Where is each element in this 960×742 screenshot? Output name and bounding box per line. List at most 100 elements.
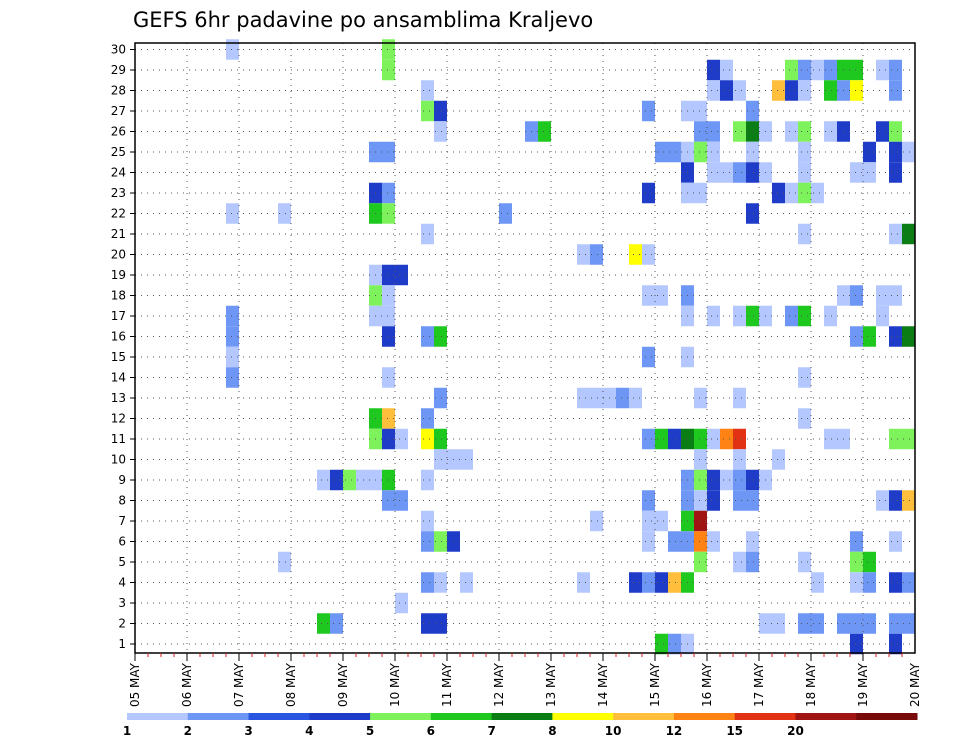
heatmap-cell [226,326,239,347]
heatmap-cell [876,285,889,306]
heatmap-cell [733,80,746,101]
legend-label: 5 [366,724,374,738]
heatmap-cell [694,387,707,409]
legend-label: 15 [726,724,743,738]
x-tick-label: 17 MAY [752,662,766,707]
heatmap-cell [694,121,707,142]
heatmap-cell [733,121,746,142]
heatmap-cell [733,449,746,470]
heatmap-cell [811,59,824,81]
x-tick-label: 09 MAY [336,662,350,707]
heatmap-cell [382,408,395,429]
heatmap-cell [382,326,395,347]
legend-color-swatch [673,713,736,720]
heatmap-cell [434,428,447,450]
heatmap-cell [902,141,915,163]
y-tick-label: 16 [111,330,126,344]
heatmap-cell [434,613,447,634]
legend-color-swatch [613,713,675,720]
x-tick-label: 06 MAY [180,662,194,707]
heatmap-cell [421,100,434,122]
legend-color-swatch [734,713,796,720]
heatmap-cell [889,121,902,142]
heatmap-cell [668,633,681,655]
y-tick-label: 5 [118,555,126,569]
heatmap-cell [707,490,720,511]
heatmap-cell [434,326,447,347]
heatmap-cell [707,59,720,81]
heatmap-cell [629,244,642,265]
heatmap-cell [421,469,434,491]
heatmap-cell [798,305,811,327]
heatmap-cell [382,182,395,204]
heatmap-cell [642,572,655,593]
heatmap-cell [707,141,720,163]
x-axis-ticks: 05 MAY 06 MAY 07 MAY 08 MAY 09 MAY 10 MAY 11 M… [128,653,922,707]
heatmap-cell [798,182,811,204]
x-tick-label: 20 MAY [908,662,922,707]
x-tick-label: 18 MAY [804,662,818,707]
heatmap-cell [850,162,863,183]
grid-lines [135,43,915,653]
heatmap-cell [798,141,811,163]
heatmap-cell [421,531,434,552]
y-tick-label: 17 [111,309,126,323]
heatmap-cell [785,59,798,81]
y-tick-label: 24 [111,166,126,180]
legend-color-swatch [127,713,189,720]
heatmap-cell [330,469,343,491]
legend-color-swatch [248,713,310,720]
heatmap-cell [863,613,876,634]
heatmap-cell [902,428,915,450]
heatmap-cell [330,613,343,634]
heatmap-cell [434,572,447,593]
heatmap-cell [746,100,759,122]
heatmap-cell [642,285,655,306]
heatmap-cell [863,141,876,163]
heatmap-cell [655,633,668,655]
y-tick-label: 1 [118,637,126,651]
heatmap-cell [616,387,629,409]
legend-color-swatch [370,713,432,720]
x-tick-label: 11 MAY [440,662,454,707]
y-tick-label: 28 [111,84,126,98]
heatmap-cell [434,387,447,409]
heatmap-cell [889,80,902,101]
heatmap-cell [850,80,863,101]
heatmap-cell [707,305,720,327]
heatmap-cell [824,305,837,327]
heatmap-cell [395,490,408,511]
y-tick-label: 29 [111,63,126,77]
heatmap-cell [421,80,434,101]
heatmap-cell [798,408,811,429]
heatmap-cell [317,469,330,491]
x-tick-label: 05 MAY [128,662,142,707]
legend-label: 3 [244,724,252,738]
heatmap-cell [382,428,395,450]
heatmap-cell [850,326,863,347]
y-tick-label: 10 [111,453,126,467]
heatmap-cell [824,121,837,142]
heatmap-cell [382,469,395,491]
heatmap-cell [746,531,759,552]
heatmap-cell [642,346,655,368]
x-tick-label: 07 MAY [232,662,246,707]
heatmap-cell [642,428,655,450]
heatmap-cell [382,367,395,388]
heatmap-cell [902,223,915,245]
x-tick-label: 12 MAY [492,662,506,707]
heatmap-cell [395,592,408,614]
heatmap-cell [707,428,720,450]
heatmap-cell [889,633,902,655]
legend-label: 4 [305,724,313,738]
heatmap-cell [720,469,733,491]
heatmap-cell [772,182,785,204]
heatmap-cell [577,572,590,593]
heatmap-cell [876,121,889,142]
y-tick-label: 21 [111,227,126,241]
heatmap-cell [655,428,668,450]
heatmap-cell [642,490,655,511]
heatmap-cell [382,264,395,286]
heatmap-cell [668,531,681,552]
